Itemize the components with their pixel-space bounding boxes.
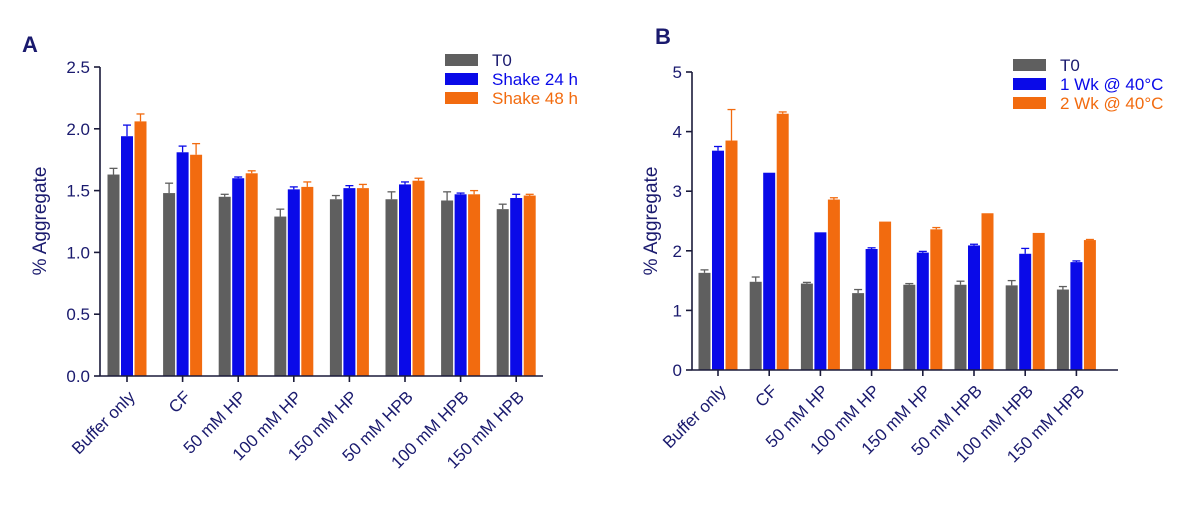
y-tick-label: 0.5 [66,305,90,324]
bar [1019,253,1032,370]
bar [1083,240,1096,370]
bar [287,189,300,376]
bar [163,193,176,376]
y-tick-label: 5 [673,63,682,82]
bar [121,136,133,376]
bar [134,121,147,376]
bar [749,281,762,370]
bar [725,140,738,370]
y-tick-label: 2 [673,242,682,261]
x-tick-label: Buffer only [659,381,730,452]
bar [218,196,231,376]
y-tick-label: 4 [673,123,682,142]
bar [800,283,813,370]
bar [385,199,398,376]
bar [523,195,536,376]
bar [274,216,287,376]
bar [232,178,245,376]
bar [496,209,509,376]
legend-label: T0 [492,51,512,70]
bar [1056,289,1069,370]
bar [399,184,411,376]
bar [827,199,840,370]
legend-label: 2 Wk @ 40°C [1060,94,1163,113]
bar [916,252,929,370]
bar [343,188,356,376]
bar [776,113,789,370]
y-tick-label: 2.5 [66,58,90,77]
y-tick-label: 3 [673,182,682,201]
legend-swatch [445,92,478,104]
legend-swatch [445,73,478,85]
legend-label: Shake 48 h [492,89,578,108]
legend-label: 1 Wk @ 40°C [1060,75,1163,94]
x-tick-label: Buffer only [68,387,139,458]
bar [190,154,203,376]
bar [510,198,523,376]
y-tick-label: 0 [673,361,682,380]
bar [454,194,467,376]
bar [865,249,878,370]
legend-swatch [445,54,478,66]
bar [712,150,724,370]
bar [903,284,916,370]
bar [852,293,865,370]
panel-label: A [22,32,38,57]
bar [468,194,481,376]
bar [879,221,892,370]
y-tick-label: 1.5 [66,182,90,201]
bar [441,200,454,376]
legend-label: Shake 24 h [492,70,578,89]
legend-label: T0 [1060,56,1080,75]
legend: T01 Wk @ 40°C2 Wk @ 40°C [1013,56,1163,113]
x-tick-label: CF [752,381,781,410]
y-axis-title: % Aggregate [30,167,51,276]
bar [356,188,369,376]
y-axis-title: % Aggregate [641,167,662,276]
bar [1032,232,1045,370]
bar [954,284,967,370]
bar [968,245,980,370]
y-tick-label: 2.0 [66,120,90,139]
legend-swatch [1013,78,1046,90]
bar [814,232,827,370]
x-tick-label: CF [165,387,194,416]
bar [412,180,425,376]
bar [107,174,120,376]
y-tick-label: 1.0 [66,243,90,262]
bar [245,173,258,376]
bar [930,229,943,370]
bar [1070,262,1083,370]
y-tick-label: 1 [673,301,682,320]
bar [698,272,711,370]
legend-swatch [1013,97,1046,109]
bar [176,152,189,376]
bar [329,199,342,376]
bar [1005,285,1018,370]
legend-swatch [1013,59,1046,71]
bar [301,186,314,376]
y-tick-label: 0.0 [66,367,90,386]
bar [981,213,994,370]
panel-label: B [655,24,671,49]
bar [763,172,776,370]
